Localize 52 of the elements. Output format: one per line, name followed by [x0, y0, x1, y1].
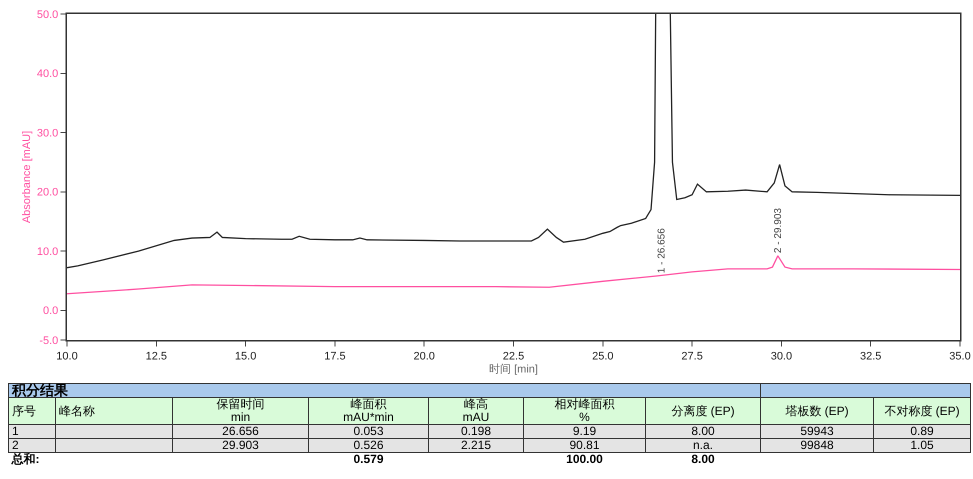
text: 29.903	[172, 438, 308, 452]
text: 塔板数 (EP)	[760, 398, 874, 424]
x-axis-title: 时间 [min]	[489, 362, 538, 376]
annotation: 2 - 29.903	[772, 208, 784, 254]
text: 90.81	[524, 438, 646, 452]
text: 保留时间 min	[172, 397, 308, 424]
x-tick-label: 20.0	[413, 350, 435, 363]
text: 不对称度 (EP)	[874, 398, 970, 424]
text: 2.215	[428, 438, 524, 452]
text: 峰面积 mAU*min	[308, 397, 428, 424]
y-tick-label: 10.0	[36, 246, 58, 258]
text: 2	[8, 438, 56, 452]
text: n.a.	[646, 438, 760, 452]
text: 1	[8, 424, 56, 438]
text: 0.053	[308, 424, 428, 438]
text: 序号	[8, 398, 56, 424]
text: 积分结果	[8, 382, 760, 398]
text: 0.526	[308, 438, 428, 452]
text: 峰名称	[56, 398, 172, 424]
y-tick-label: 20.0	[36, 186, 58, 199]
x-tick-label: 35.0	[949, 350, 971, 363]
x-tick-label: 10.0	[56, 350, 78, 363]
x-tick-label: 27.5	[681, 350, 703, 363]
y-tick-label: 0.0	[43, 305, 58, 318]
text: 99848	[760, 438, 874, 452]
text: 26.656	[172, 424, 308, 438]
text: 相对峰面积 %	[524, 397, 646, 424]
x-tick-label: 25.0	[592, 350, 614, 363]
x-tick-label: 17.5	[324, 350, 346, 363]
y-axis-title: Absorbance [mAU]	[20, 130, 33, 224]
x-tick-label: 22.5	[502, 350, 524, 363]
x-tick-label: 12.5	[146, 350, 168, 363]
x-tick-label: 30.0	[770, 350, 792, 363]
x-tick-label: 32.5	[860, 350, 882, 363]
y-tick-label: 50.0	[36, 8, 58, 21]
text: 总和:	[10, 452, 40, 466]
text: 峰高 mAU	[428, 397, 524, 424]
text: 100.00	[565, 452, 604, 466]
text: 0.89	[874, 424, 970, 438]
text: 0.198	[428, 424, 524, 438]
y-tick-label: 30.0	[36, 127, 58, 140]
text: 8.00	[690, 452, 716, 466]
text: 分离度 (EP)	[646, 398, 760, 424]
y-tick-label: -5.0	[39, 334, 58, 347]
text: 8.00	[646, 424, 760, 438]
text: 0.579	[352, 452, 385, 466]
text: 59943	[760, 424, 874, 438]
annotation: 1 - 26.656	[656, 228, 668, 274]
text: 1.05	[874, 438, 970, 452]
y-tick-label: 40.0	[36, 68, 58, 80]
x-tick-label: 15.0	[234, 350, 256, 363]
text: 9.19	[524, 424, 646, 438]
